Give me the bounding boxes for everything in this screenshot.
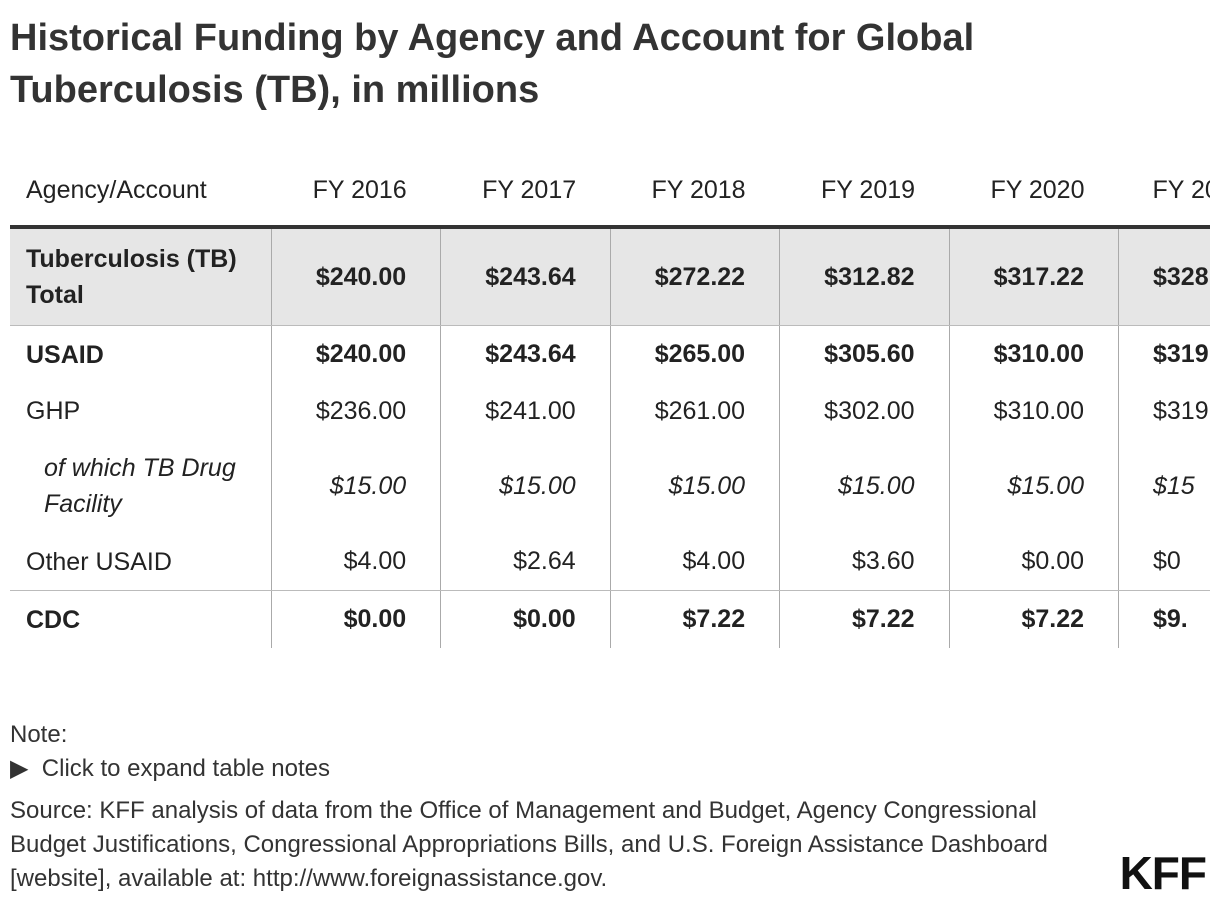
table-row: USAID $240.00 $243.64 $265.00 $305.60 $310.00… [10, 325, 1210, 383]
title: Historical Funding by Agency and Account… [10, 17, 975, 111]
column-header: FY 2016 [271, 155, 441, 229]
cell: $15.00 [948, 439, 1119, 533]
table-row: Other USAID $4.00 $2.64 $4.00 $3.60 $0.00 $0 [10, 533, 1210, 591]
cell: $240.00 [270, 325, 441, 383]
logo: KFF [1119, 847, 1207, 899]
table-container: Agency/Account FY 2016 FY 2017 FY 2018 FY 20… [10, 155, 1210, 648]
cell: $15.00 [270, 439, 441, 533]
row-label: CDC [26, 605, 81, 634]
cell: $261.00 [609, 383, 780, 439]
cell: $2.64 [440, 533, 611, 591]
header-row: Agency/Account FY 2016 FY 2017 FY 2018 FY 20… [10, 155, 1210, 229]
expand-notes-label[interactable]: Click to expand table notes [41, 755, 330, 782]
row-label: Other USAID [10, 533, 272, 591]
column-header: FY 20 [1118, 155, 1210, 229]
cell: $243.64 [440, 227, 611, 326]
row-label: Tuberculosis (TB) Total [10, 227, 272, 326]
column-header: FY 2020 [949, 155, 1119, 229]
column-header: FY 2018 [610, 155, 780, 229]
cell: $15.00 [779, 439, 950, 533]
cell: $15 [1118, 439, 1210, 533]
expand-notes[interactable]: ▶ Click to expand table notes [10, 755, 330, 782]
cell: $319. [1118, 325, 1210, 383]
cell: $9. [1118, 590, 1210, 648]
column-header: Agency/Account [10, 155, 272, 229]
note: Note: [10, 721, 68, 748]
cell: $7.22 [609, 590, 780, 648]
table-row: CDC $0.00 $0.00 $7.22 $7.22 $7.22 $9. [10, 590, 1210, 648]
column-header: FY 2017 [440, 155, 611, 229]
cell: $3.60 [779, 533, 950, 591]
cell: $243.64 [440, 325, 611, 383]
cell: $15.00 [609, 439, 780, 533]
cell: $4.00 [270, 533, 441, 591]
table-row: GHP $236.00 $241.00 $261.00 $302.00 $310.00 $3… [10, 383, 1210, 439]
cell: $4.00 [609, 533, 780, 591]
cell: $305.60 [779, 325, 950, 383]
cell: $310.00 [948, 325, 1119, 383]
cell: $0.00 [440, 590, 611, 648]
row-label: GHP [26, 397, 81, 425]
funding-table: Agency/Account FY 2016 FY 2017 FY 2018 FY 20… [10, 155, 1210, 648]
cell: $7.22 [948, 590, 1119, 648]
cell: $236.00 [270, 383, 441, 439]
cell: $0.00 [948, 533, 1119, 591]
footer: Note: ▶ Click to expand table notes Sour… [10, 718, 1070, 896]
row-label: of which TB Drug Facility [44, 454, 236, 518]
source: Source: KFF analysis of data from the Of… [10, 797, 1048, 892]
table-body: Tuberculosis (TB) Total $240.00 $243.64 $27… [10, 227, 1210, 648]
table-row: of which TB Drug Facility $15.00 $15.00 $15… [10, 439, 1210, 533]
column-header: FY 2019 [779, 155, 950, 229]
cell: $317.22 [948, 227, 1119, 326]
table-row: Tuberculosis (TB) Total $240.00 $243.64 $27… [10, 227, 1210, 326]
cell: $7.22 [779, 590, 950, 648]
cell: $310.00 [948, 383, 1119, 439]
cell: $302.00 [779, 383, 950, 439]
cell: $0 [1118, 533, 1210, 591]
cell: $272.22 [609, 227, 780, 326]
cell: $312.82 [779, 227, 950, 326]
cell: $241.00 [440, 383, 611, 439]
cell: $0.00 [270, 590, 441, 648]
cell: $328. [1118, 227, 1210, 326]
cell: $319 [1118, 383, 1210, 439]
cell: $265.00 [609, 325, 780, 383]
row-label: USAID [26, 340, 104, 369]
cell: $15.00 [440, 439, 611, 533]
cell: $240.00 [270, 227, 441, 326]
